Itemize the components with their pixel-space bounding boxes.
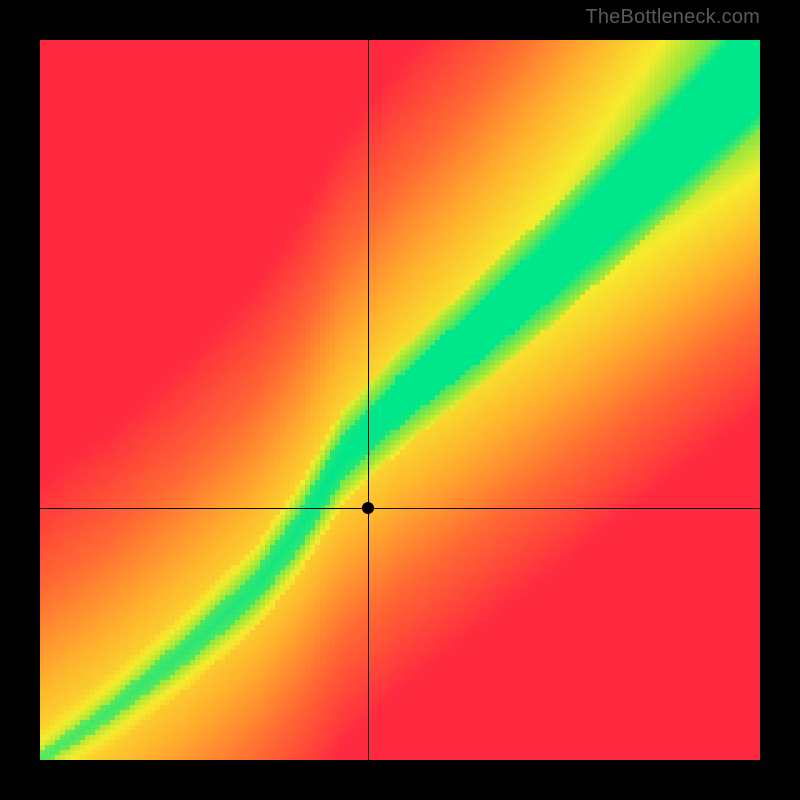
chart-container: TheBottleneck.com	[0, 0, 800, 800]
marker-dot	[362, 502, 374, 514]
watermark-text: TheBottleneck.com	[585, 6, 760, 29]
plot-frame	[40, 40, 760, 760]
crosshair-vertical	[368, 40, 369, 760]
heatmap-canvas	[40, 40, 760, 760]
crosshair-horizontal	[40, 508, 760, 509]
